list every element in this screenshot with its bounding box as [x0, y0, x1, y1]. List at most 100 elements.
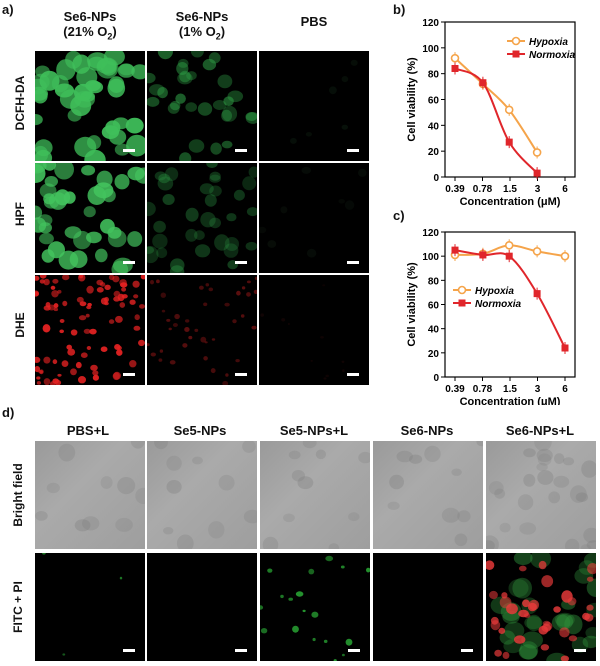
panel-a-col2-line1: Se6-NPs [175, 9, 229, 24]
data-point-hypoxia [532, 247, 542, 256]
panel-label-c: c) [393, 208, 405, 223]
panel-d-bright-field-c2 [147, 441, 257, 549]
panel-label-a: a) [2, 2, 14, 17]
data-point-normoxia [479, 251, 487, 259]
scale-bar [461, 649, 473, 652]
panel-d-column-header-5: Se6-NPs+L [505, 423, 575, 438]
legend-label-normoxia: Normoxia [475, 299, 522, 310]
y-tick-label: 0 [433, 373, 439, 384]
x-axis-label: Concentration (μM) [460, 196, 561, 208]
x-tick-label: 0.39 [445, 384, 465, 395]
legend-marker-normoxia [512, 50, 520, 58]
y-tick-label: 120 [422, 18, 439, 29]
y-tick-label: 20 [428, 147, 440, 158]
panel-a-micrograph-r3c3 [259, 275, 369, 385]
y-tick-label: 100 [422, 252, 439, 263]
panel-a-col1-line1: Se6-NPs [63, 9, 117, 24]
panel-a-col1-line2: (21% O2) [63, 24, 117, 42]
panel-a-micrograph-r2c2 [147, 163, 257, 273]
data-point-normoxia [533, 290, 541, 298]
y-tick-label: 80 [428, 276, 440, 287]
data-point-hypoxia [450, 53, 460, 63]
x-axis-label: Concentration (μM) [460, 396, 561, 405]
panel-label-d: d) [2, 405, 15, 420]
data-point-normoxia [505, 138, 513, 146]
panel-d-row-header-bright-field: Bright field [11, 463, 25, 527]
panel-a-micrograph-r1c3 [259, 51, 369, 161]
scale-bar [235, 261, 247, 264]
panel-a-micrograph-r3c2 [147, 275, 257, 385]
y-tick-label: 20 [428, 349, 440, 360]
panel-a-micrograph-r1c2 [147, 51, 257, 161]
scale-bar [348, 649, 360, 652]
x-tick-label: 0.39 [445, 184, 465, 195]
panel-d-fitc-pi-c4 [373, 553, 483, 661]
data-point-hypoxia [560, 251, 570, 261]
y-tick-label: 40 [428, 325, 440, 336]
x-tick-label: 6 [562, 184, 568, 195]
series-line-normoxia [454, 67, 538, 174]
panel-d-column-header-2: Se5-NPs [173, 423, 227, 438]
scale-bar [347, 261, 359, 264]
scale-bar [574, 649, 586, 652]
legend-marker-normoxia [458, 299, 466, 307]
panel-a-micrograph-r2c3 [259, 163, 369, 273]
y-tick-label: 80 [428, 70, 440, 81]
panel-a-column-header-2: Se6-NPs (1% O2) [147, 9, 257, 45]
y-axis-label: Cell viability (%) [406, 57, 418, 142]
scale-bar [347, 149, 359, 152]
x-tick-label: 0.78 [473, 384, 493, 395]
scale-bar [123, 373, 135, 376]
y-axis-label: Cell viability (%) [406, 262, 418, 347]
panel-d-column-header-1: PBS+L [66, 423, 110, 438]
panel-d-bright-field-c3 [260, 441, 370, 549]
panel-a-micrograph-r3c1 [35, 275, 145, 385]
panel-d-fitc-pi-c5 [486, 553, 596, 661]
panel-a-col2-line2: (1% O2) [178, 24, 226, 42]
scale-bar [123, 149, 135, 152]
data-point-normoxia [451, 246, 459, 254]
y-tick-label: 60 [428, 301, 440, 312]
data-point-normoxia [451, 65, 459, 72]
panel-a-column-header-3: PBS [259, 14, 369, 29]
panel-a-micrograph-r2c1 [35, 163, 145, 273]
chart-b-cell-viability: 0 20 40 60 80 100 120 0.39 0.78 1.5 3 6Concentratio… [406, 18, 576, 208]
panel-d-column-header-4: Se6-NPs [400, 423, 454, 438]
chart-c-cell-viability: 0 20 40 60 80 100 120 0.39 0.78 1.5 3 6Concentratio… [406, 228, 576, 405]
panel-d-row-header-fitc-pi: FITC + PI [11, 581, 25, 633]
legend-label-normoxia: Normoxia [529, 50, 576, 61]
panel-d-bright-field-c4 [373, 441, 483, 549]
scale-bar [123, 261, 135, 264]
scale-bar [235, 649, 247, 652]
y-tick-label: 120 [422, 228, 439, 239]
data-point-hypoxia [532, 148, 542, 157]
data-point-normoxia [533, 169, 541, 177]
panel-d-fitc-pi-c3 [260, 553, 370, 661]
scale-bar [235, 149, 247, 152]
y-tick-label: 100 [422, 44, 439, 55]
legend-marker-hypoxia [511, 36, 521, 46]
scale-bar [235, 373, 247, 376]
panel-a-row-header-dhe: DHE [13, 312, 27, 338]
series-line-hypoxia [454, 57, 538, 154]
x-tick-label: 1.5 [503, 184, 517, 195]
data-point-normoxia [479, 79, 487, 87]
panel-d-fitc-pi-c1 [35, 553, 145, 661]
data-point-normoxia [505, 252, 513, 260]
scale-bar [347, 373, 359, 376]
y-tick-label: 60 [428, 96, 440, 107]
data-point-hypoxia [504, 105, 514, 115]
panel-a-col3-line1: PBS [300, 14, 328, 29]
panel-d-bright-field-c5 [486, 441, 596, 549]
y-tick-label: 0 [433, 173, 439, 184]
panel-a-column-header-1: Se6-NPs (21% O2) [35, 9, 145, 45]
x-tick-label: 1.5 [503, 384, 517, 395]
panel-a-row-header-hpf: HPF [13, 202, 27, 226]
legend-marker-hypoxia [457, 285, 467, 295]
x-tick-label: 0.78 [473, 184, 493, 195]
panel-d-bright-field-c1 [35, 441, 145, 549]
x-tick-label: 6 [562, 384, 568, 395]
panel-d-fitc-pi-c2 [147, 553, 257, 661]
x-tick-label: 3 [535, 384, 541, 395]
legend-label-hypoxia: Hypoxia [475, 286, 514, 297]
